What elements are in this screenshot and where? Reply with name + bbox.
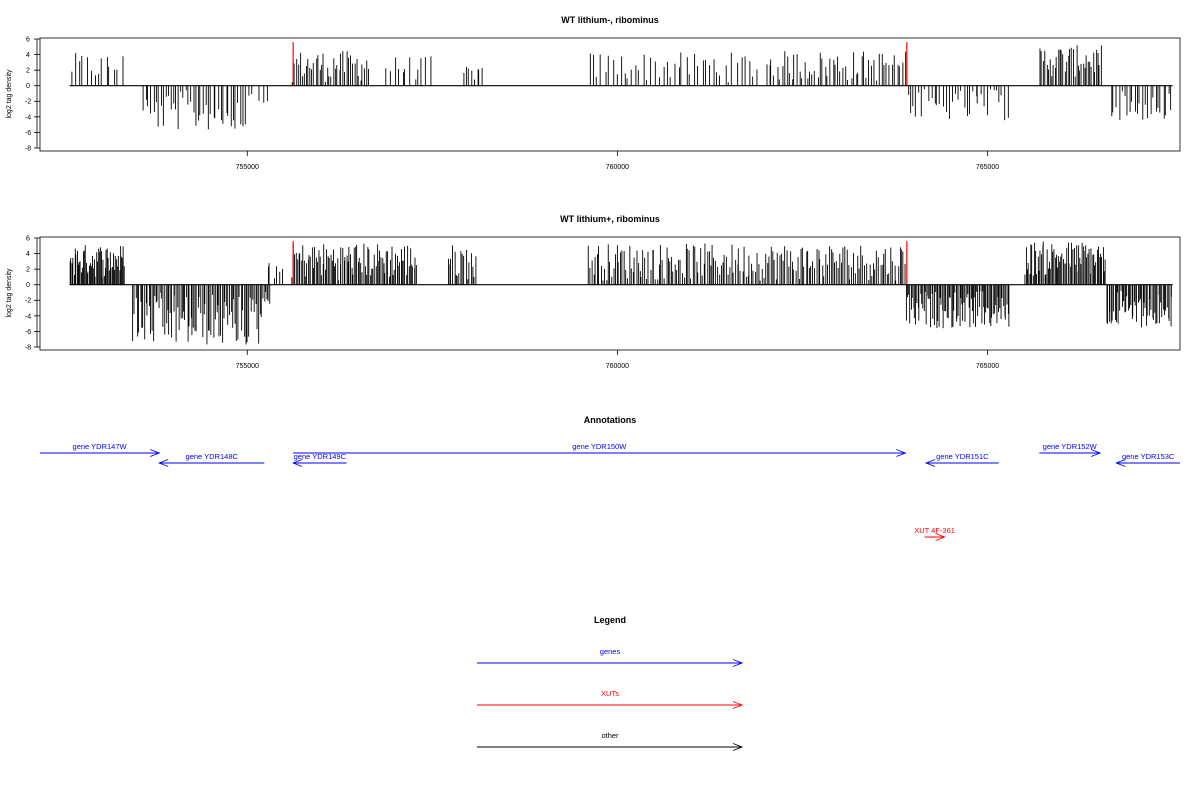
y-tick-label: 4 — [26, 251, 30, 258]
legend-item: other — [477, 731, 744, 751]
annotation-gene: gene YDR149C — [291, 452, 347, 467]
highlight-lines — [292, 241, 908, 285]
legend-label: genes — [600, 647, 621, 656]
legend-arrowhead — [732, 743, 744, 751]
annotation-gene: gene YDR150W — [293, 442, 907, 457]
legend-items: genes XUTs other — [477, 647, 744, 751]
y-tick-label: -8 — [25, 344, 31, 351]
legend-label: other — [601, 731, 619, 740]
panel-title: WT lithium-, ribominus — [561, 15, 659, 25]
legend: Legend genes XUTs other — [477, 615, 744, 751]
annotation-xut: XUT 4F-361 — [914, 526, 955, 541]
y-tick-label: -8 — [25, 145, 31, 152]
y-tick-label: -2 — [25, 99, 31, 106]
y-tick-label: 0 — [26, 83, 30, 90]
legend-item: genes — [477, 647, 744, 667]
annotations-title: Annotations — [584, 415, 637, 425]
annotation-items: gene YDR147W gene YDR148C gene YDR149C gene… — [40, 442, 1180, 541]
signal-bars — [69, 241, 1172, 345]
y-axis: 6 4 2 0 -2 -4 -6 -8 — [25, 36, 40, 152]
panel-title: WT lithium+, ribominus — [560, 214, 660, 224]
annotation-arrowhead — [896, 449, 907, 457]
plot-frame — [39, 236, 1181, 351]
y-axis-label: log2 tag density — [6, 69, 13, 119]
annotation-arrowhead — [291, 459, 303, 467]
legend-arrowhead — [732, 659, 744, 667]
y-tick-label: 6 — [26, 235, 30, 242]
legend-label: XUTs — [601, 689, 619, 698]
y-tick-label: -6 — [25, 130, 31, 137]
y-tick-label: 0 — [26, 282, 30, 289]
annotation-label: XUT 4F-361 — [914, 526, 955, 535]
y-tick-label: -4 — [25, 313, 31, 320]
annotation-label: gene YDR147W — [73, 442, 128, 451]
annotation-label: gene YDR148C — [186, 452, 239, 461]
panel-wt-lithium-plus: WT lithium+, ribominus log2 tag density … — [6, 214, 1181, 370]
annotation-label: gene YDR153C — [1122, 452, 1175, 461]
annotation-gene: gene YDR153C — [1115, 452, 1180, 467]
x-tick-label: 760000 — [606, 363, 629, 370]
signal-bars — [71, 45, 1172, 130]
annotation-arrowhead — [150, 449, 161, 457]
y-axis-label: log2 tag density — [6, 268, 13, 318]
panel-wt-lithium-minus: WT lithium-, ribominus log2 tag density … — [6, 15, 1181, 171]
annotation-arrowhead — [1090, 449, 1102, 457]
y-axis: 6 4 2 0 -2 -4 -6 -8 — [25, 235, 40, 351]
annotation-gene: gene YDR151C — [924, 452, 999, 467]
annotation-arrowhead — [935, 533, 946, 541]
legend-title: Legend — [594, 615, 626, 625]
x-tick-label: 755000 — [236, 164, 259, 171]
x-tick-label: 765000 — [976, 164, 999, 171]
annotation-gene: gene YDR152W — [1039, 442, 1102, 457]
x-axis: 755000 760000 765000 — [236, 151, 999, 171]
annotation-label: gene YDR149C — [294, 452, 347, 461]
annotation-gene: gene YDR147W — [40, 442, 161, 457]
x-axis: 755000 760000 765000 — [236, 350, 999, 370]
annotation-gene: gene YDR148C — [157, 452, 265, 467]
annotation-label: gene YDR152W — [1043, 442, 1098, 451]
y-tick-label: -2 — [25, 298, 31, 305]
y-tick-label: 2 — [26, 68, 30, 75]
highlight-lines — [292, 42, 908, 86]
annotation-label: gene YDR151C — [936, 452, 989, 461]
legend-item: XUTs — [477, 689, 744, 709]
annotation-arrowhead — [157, 459, 169, 467]
annotation-arrowhead — [924, 459, 936, 467]
legend-arrowhead — [732, 701, 744, 709]
plot-frame — [39, 37, 1181, 152]
x-tick-label: 760000 — [606, 164, 629, 171]
x-tick-label: 765000 — [976, 363, 999, 370]
y-tick-label: 4 — [26, 52, 30, 59]
y-tick-label: 6 — [26, 36, 30, 43]
y-tick-label: -4 — [25, 114, 31, 121]
y-tick-label: -6 — [25, 329, 31, 336]
annotation-arrowhead — [1115, 459, 1126, 467]
x-tick-label: 755000 — [236, 363, 259, 370]
annotation-label: gene YDR150W — [572, 442, 627, 451]
y-tick-label: 2 — [26, 267, 30, 274]
